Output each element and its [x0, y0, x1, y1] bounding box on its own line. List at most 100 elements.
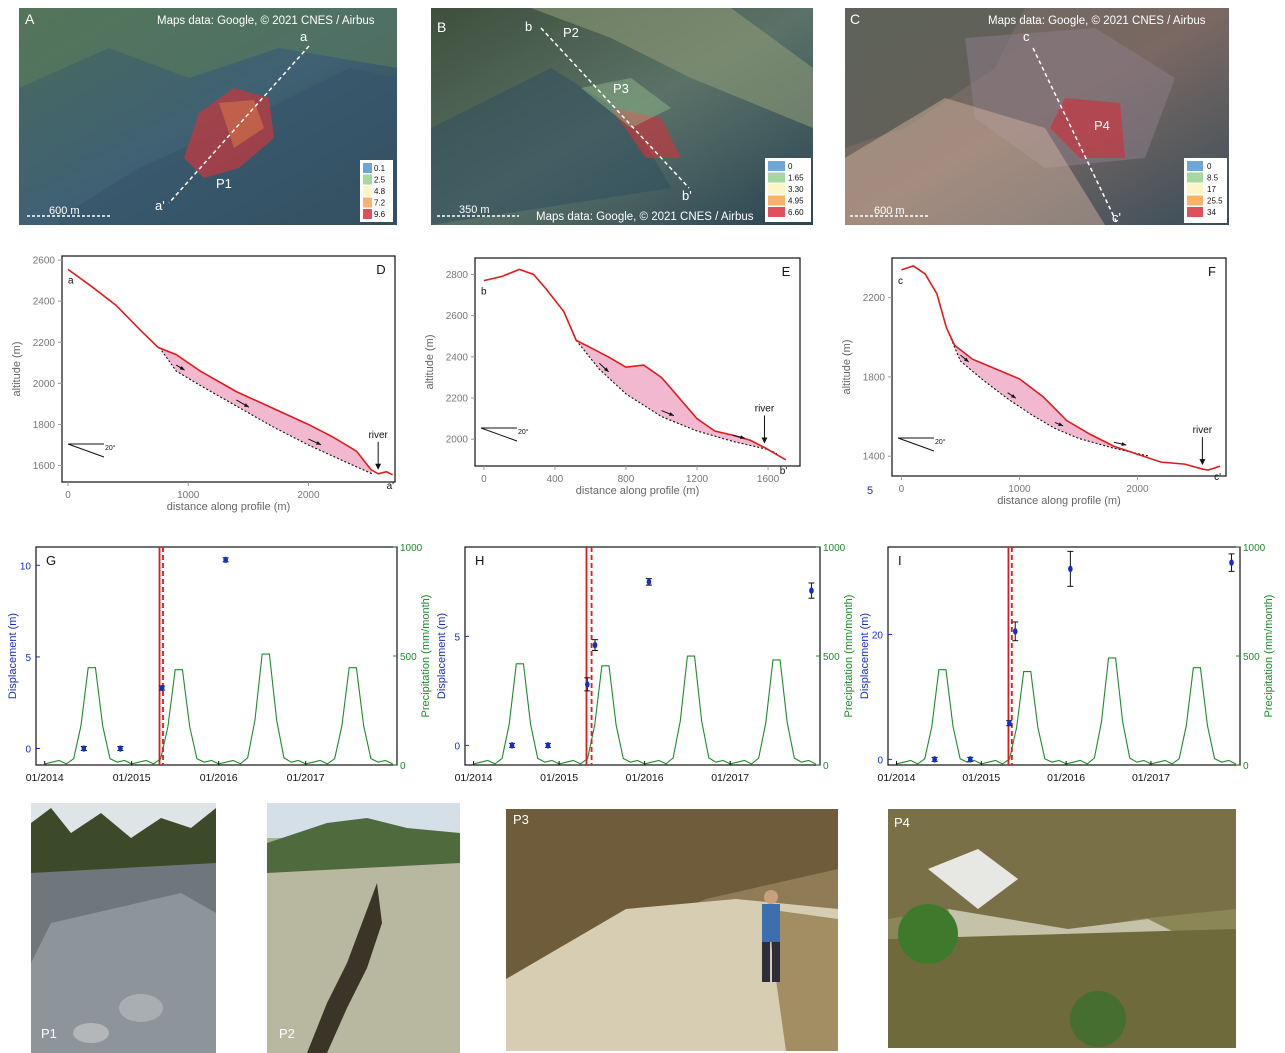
y2-tick-label: 1000	[400, 543, 423, 554]
y-tick-label: 2000	[33, 379, 56, 390]
x-tick-label: 01/2014	[877, 772, 915, 784]
displacement-point	[809, 587, 814, 594]
displacement-point	[118, 745, 123, 752]
photo-label-p2: P2	[279, 1026, 295, 1041]
x-tick-label: 0	[65, 490, 71, 501]
map-credit-a: Maps data: Google, © 2021 CNES / Airbus	[157, 15, 375, 27]
failure-surface-line	[575, 340, 778, 455]
timeseries-chart-h: 01/2014 01/2015 01/2016 01/2017 0 5 0 500 1000 Di…	[430, 535, 860, 785]
precipitation-line	[44, 653, 393, 765]
displacement-point	[509, 742, 515, 749]
y-axis-label: altitude (m)	[11, 341, 23, 396]
y-axis-label: altitude (m)	[841, 339, 853, 394]
profile-chart-f: 0 1000 2000 1400 1800 2200 distance along prof…	[830, 250, 1270, 510]
field-photo-p1: P1	[31, 803, 216, 1053]
movement-arrowhead	[963, 357, 969, 362]
river-label: river	[368, 430, 388, 441]
profile-end-label: b'	[780, 466, 788, 477]
river-arrowhead	[375, 463, 382, 470]
profile-line-c	[1032, 47, 1118, 224]
y-axis-label: Displacement (m)	[436, 613, 448, 699]
y2-tick-label: 500	[400, 652, 417, 663]
x-tick-label: 01/2015	[113, 772, 151, 784]
map-credit-b: Maps data: Google, © 2021 CNES / Airbus	[536, 211, 754, 223]
displacement-point	[932, 756, 937, 763]
displacement-point	[592, 641, 598, 649]
map-panel-a: A Maps data: Google, © 2021 CNES / Airbu…	[19, 8, 397, 225]
failure-surface-line	[945, 327, 1150, 457]
y-tick-label: 0	[877, 755, 883, 766]
svg-text:8.5: 8.5	[1207, 174, 1219, 183]
y-axis-label: Displacement (m)	[7, 613, 19, 699]
profile-end-label: c'	[1214, 472, 1221, 483]
y-tick-label: 1600	[33, 461, 56, 472]
y-tick-label: 2200	[863, 293, 886, 304]
displacement-point	[545, 742, 551, 749]
x-tick-label: 0	[899, 484, 905, 495]
y-tick-label: 20	[872, 630, 884, 641]
displacement-point	[159, 684, 165, 692]
profile-start-label: a	[68, 275, 74, 286]
y-tick-label: 0	[25, 745, 31, 756]
scale-label-c: 600 m	[874, 205, 905, 217]
topographic-surface-line	[901, 265, 1221, 471]
legend-swatch	[363, 163, 372, 173]
y2-tick-label: 0	[823, 761, 829, 772]
field-photo-p2: P2	[267, 803, 460, 1053]
timeseries-chart-g: 01/2014 01/2015 01/2016 01/2017 0 5 10 0 500 1000…	[0, 535, 432, 785]
map-panel-b: B b b' P2 P3 Maps data: Google, © 2021 C…	[431, 8, 813, 225]
landslide-mass	[946, 327, 1150, 457]
y-tick-label: 1800	[863, 372, 886, 383]
x-tick-label: 2000	[297, 490, 320, 501]
legend-swatch	[1187, 195, 1203, 206]
legend-swatch	[363, 197, 372, 208]
legend-swatch	[768, 207, 785, 217]
panel-letter: H	[475, 553, 484, 568]
y-axis-label: altitude (m)	[424, 334, 436, 389]
x-tick-label: 1600	[757, 474, 780, 485]
y2-axis-label: Precipitation (mm/month)	[843, 595, 855, 718]
plot-frame	[35, 546, 398, 766]
profile-line-a	[168, 45, 310, 204]
y-tick-label: 5	[25, 653, 31, 664]
legend-swatch	[768, 195, 785, 206]
displacement-point	[1012, 628, 1018, 635]
displacement-point	[1006, 719, 1012, 727]
plot-frame	[891, 257, 1227, 477]
scale-label-a: 600 m	[49, 205, 80, 217]
x-tick-label: 400	[547, 474, 564, 485]
photo-point-p3: P3	[613, 81, 629, 96]
movement-arrowhead	[179, 366, 185, 371]
map-panel-c: C Maps data: Google, © 2021 CNES / Airbu…	[845, 8, 1229, 225]
profile-start-b: b	[525, 19, 532, 34]
svg-text:25.5: 25.5	[1207, 197, 1223, 206]
color-legend-b: 0 1.65 3.30 4.95 6.60	[765, 158, 811, 222]
panel-letter-a: A	[25, 11, 35, 27]
precipitation-line	[896, 657, 1237, 765]
photo-point-p4: P4	[1094, 118, 1110, 133]
y2-axis-label: Precipitation (mm/month)	[420, 595, 432, 718]
profile-chart-d: 0 1000 2000 1600 1800 2000 2200 2400 2600 distanc…	[0, 250, 410, 513]
displacement-point	[1229, 559, 1234, 566]
displacement-point	[81, 745, 87, 752]
y-tick-label: 2400	[33, 297, 56, 308]
photo-label-p1: P1	[41, 1026, 57, 1041]
panel-letter: G	[46, 553, 56, 568]
movement-arrowhead	[1011, 394, 1016, 399]
y-axis-label: Displacement (m)	[859, 613, 871, 699]
plot-frame	[887, 546, 1241, 766]
deformation-zone-c	[1050, 98, 1125, 158]
scale-label-b: 350 m	[459, 204, 490, 216]
x-tick-label: 0	[481, 474, 487, 485]
field-photo-p4: P4	[888, 809, 1236, 1048]
x-tick-label: 01/2016	[626, 772, 664, 784]
color-legend-c: 0 8.5 17 25.5 34	[1184, 158, 1227, 223]
y-tick-label: 1400	[863, 452, 886, 463]
y-tick-label: 2800	[446, 270, 469, 281]
y2-tick-label: 1000	[823, 543, 846, 554]
y-tick-label: 2200	[446, 394, 469, 405]
svg-text:17: 17	[1207, 185, 1216, 194]
slope-angle-line	[897, 437, 935, 452]
color-legend-a: 0.1 2.5 4.8 7.2 9.6	[360, 160, 393, 222]
x-axis-label: distance along profile (m)	[997, 495, 1121, 507]
